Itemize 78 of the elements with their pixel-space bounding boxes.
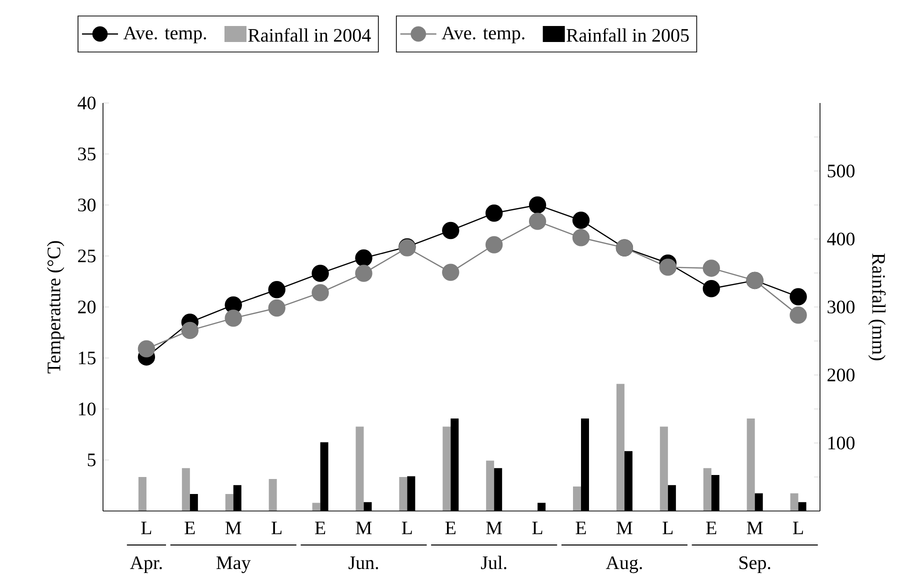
bar (442, 426, 451, 511)
x-tick-label: E (706, 522, 716, 534)
x-tick-label: M (486, 522, 502, 534)
y-tick-label: 30 (78, 198, 96, 212)
bar (660, 426, 668, 511)
bar (399, 476, 408, 511)
bar (573, 486, 582, 511)
y2-axis-title: Rainfall (mm) (868, 253, 886, 360)
text: Sep. (739, 556, 770, 574)
point (486, 236, 503, 254)
x-tick-label: E (576, 522, 586, 534)
point (528, 196, 546, 214)
x-tick-label: L (532, 522, 542, 534)
bar (790, 493, 798, 511)
y-tick-label: 40 (78, 96, 96, 110)
bar (312, 502, 320, 511)
point (268, 281, 286, 298)
y-tick-label: 5 (88, 454, 96, 466)
text: Jun. (348, 556, 378, 570)
legend-label: Ave. temp. (442, 26, 524, 44)
x-tick-label: E (315, 522, 326, 534)
x-tick-label: L (272, 522, 282, 534)
point (702, 280, 720, 298)
y-tick-label: 10 (78, 402, 96, 416)
point (572, 229, 590, 246)
point (442, 222, 460, 240)
point (355, 249, 372, 267)
point (181, 322, 199, 340)
legend-label: Rainfall in 2004 (248, 28, 371, 42)
point (312, 264, 329, 282)
point (138, 340, 156, 358)
y2-tick-label: 300 (828, 300, 855, 314)
bar (616, 384, 624, 511)
point (442, 264, 460, 281)
bar (486, 460, 494, 511)
y-tick-label: 35 (78, 148, 96, 160)
bar (746, 418, 755, 511)
y2-tick-label: 200 (828, 368, 855, 382)
x-tick-label: L (793, 522, 803, 534)
y-tick-label: 25 (78, 250, 96, 262)
x-tick-label: M (225, 522, 242, 534)
x-tick-label: E (184, 522, 195, 534)
x-tick-label: E (445, 522, 456, 534)
point (268, 299, 286, 317)
bar (356, 426, 364, 511)
bar (268, 479, 277, 511)
point (224, 310, 242, 327)
text: Aug. (606, 556, 642, 574)
point (572, 212, 590, 229)
x-tick-label: M (746, 522, 763, 534)
point (790, 288, 807, 306)
bar (225, 494, 234, 511)
point (312, 284, 329, 302)
x-tick-label: L (402, 522, 412, 534)
bar (703, 468, 712, 511)
legend-label: Rainfall in 2005 (566, 28, 689, 42)
point (790, 306, 807, 324)
y2-tick-label: 400 (827, 232, 855, 246)
point (528, 212, 546, 230)
y-tick-label: 15 (78, 352, 96, 364)
x-tick-label: M (356, 522, 372, 534)
x-tick-label: M (616, 522, 632, 534)
text: May (216, 556, 251, 574)
text: Jul. (481, 556, 506, 570)
point (659, 258, 677, 276)
text: Apr. (130, 556, 162, 574)
x-tick-label: L (141, 522, 152, 534)
bar (182, 468, 190, 511)
x-tick-label: L (662, 522, 673, 534)
point (355, 264, 372, 282)
bar (138, 476, 146, 511)
y2-tick-label: 500 (828, 164, 855, 178)
y2-tick-label: 100 (828, 436, 855, 450)
y-axis-title: Temperature (°C) (46, 241, 64, 374)
legend-label: Ave. temp. (123, 26, 206, 44)
point (702, 260, 720, 277)
y-tick-label: 20 (78, 300, 96, 314)
point (486, 204, 503, 222)
